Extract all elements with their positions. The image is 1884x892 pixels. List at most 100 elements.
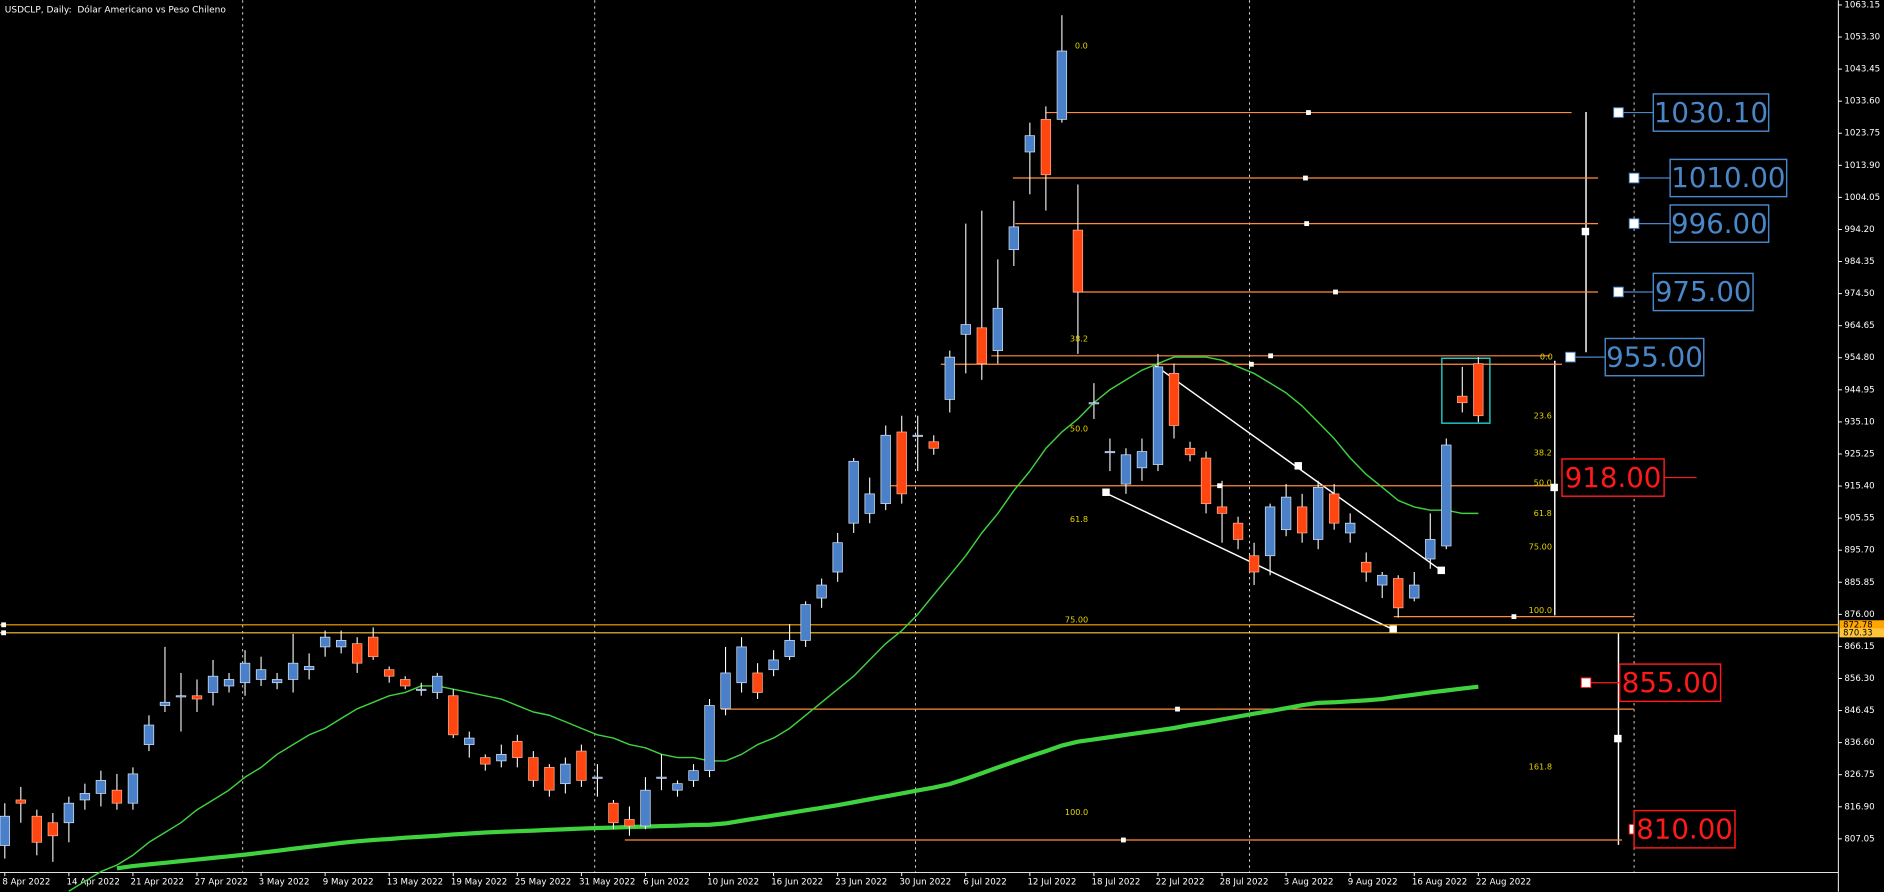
y-tick-label: 984.35	[1844, 257, 1874, 267]
level-box	[1561, 458, 1665, 497]
candle-body	[384, 669, 395, 677]
level-box	[1652, 272, 1754, 312]
level-square	[1565, 351, 1576, 363]
candle-body	[640, 789, 651, 827]
candle-body	[512, 740, 523, 758]
candle-body	[63, 802, 75, 824]
separators	[242, 0, 1635, 873]
level-square	[1628, 218, 1640, 229]
level-box	[1604, 337, 1705, 377]
candle-body	[400, 679, 411, 687]
candle-body	[159, 701, 171, 706]
y-tick-label: 954.80	[1844, 353, 1874, 363]
x-tick-label: 22 Aug 2022	[1476, 878, 1531, 888]
candle-body	[608, 802, 619, 824]
candle-body	[1280, 496, 1292, 531]
y-tick-label: 1053.30	[1844, 33, 1880, 43]
level-box	[1618, 663, 1722, 703]
fib-label: 38.2	[1534, 448, 1552, 458]
candle-body	[287, 662, 299, 680]
candle-body	[912, 434, 923, 437]
anchor-point	[1550, 483, 1558, 492]
candle-body	[1248, 555, 1260, 573]
candle-body	[848, 460, 859, 524]
level-anchor	[1268, 353, 1274, 359]
candle-body	[704, 705, 715, 771]
x-tick-label: 31 May 2022	[579, 878, 635, 888]
price-tag-label: 872.78	[1843, 619, 1872, 629]
candle-body	[1296, 506, 1308, 534]
candle-body	[368, 636, 379, 658]
candle-body	[207, 675, 219, 693]
candle-body	[896, 431, 907, 495]
level-anchor	[1304, 221, 1310, 227]
level-anchor	[1303, 175, 1308, 181]
level-box	[1652, 93, 1770, 132]
x-tick-label: 16 Aug 2022	[1412, 878, 1467, 888]
x-tick-label: 21 Apr 2022	[131, 878, 184, 888]
candle-body	[464, 737, 475, 745]
candle-body	[784, 640, 795, 658]
candle-body	[1120, 454, 1132, 485]
candle-body	[672, 783, 683, 791]
level-square	[1580, 677, 1592, 689]
candle-body	[656, 776, 667, 779]
level-box	[1669, 204, 1770, 243]
candle-body	[319, 636, 331, 648]
y-tick-label: 925.25	[1844, 449, 1874, 459]
price-tag	[1839, 628, 1884, 638]
y-tick-label: 826.75	[1844, 770, 1874, 780]
candle-body	[1312, 486, 1324, 540]
y-tick-label: 866.15	[1844, 642, 1874, 652]
level-label: 955.00	[1606, 340, 1703, 373]
x-tick-label: 27 Apr 2022	[195, 878, 248, 888]
candle-body	[1040, 119, 1052, 176]
anchor-point	[1294, 462, 1302, 470]
level-anchor	[1333, 289, 1338, 295]
anchor-point	[1581, 227, 1590, 236]
candle-body	[1168, 373, 1180, 426]
candle-body	[1104, 451, 1116, 454]
fib-label: 23.6	[1534, 410, 1552, 420]
x-tick-label: 8 Apr 2022	[2, 878, 50, 888]
y-tick-label: 885.85	[1844, 578, 1874, 588]
y-tick-label: 846.45	[1844, 706, 1874, 716]
candle-body	[79, 793, 91, 801]
y-tick-label: 1033.60	[1844, 97, 1880, 107]
candle-body	[592, 776, 603, 779]
fib-label: 75.00	[1529, 541, 1552, 551]
candle-body	[47, 822, 59, 837]
y-tick-label: 876.00	[1844, 610, 1874, 620]
candle-body	[223, 679, 235, 687]
candle-body	[1409, 584, 1420, 599]
highlight-box	[1441, 357, 1491, 424]
x-tick-label: 6 Jul 2022	[963, 878, 1006, 888]
y-tick-label: 935.10	[1844, 417, 1874, 427]
x-tick-label: 9 Aug 2022	[1348, 878, 1398, 888]
y-tick-label: 994.20	[1844, 225, 1874, 235]
level-label: 1010.00	[1671, 161, 1785, 194]
candle-body	[1329, 493, 1340, 524]
candle-body	[1457, 395, 1468, 404]
anchor-point	[1389, 625, 1397, 633]
y-tick-label: 964.65	[1844, 321, 1874, 331]
candle-body	[416, 688, 427, 691]
candle-body	[720, 672, 731, 710]
level-box	[1633, 809, 1736, 849]
y-tick-label: 915.40	[1844, 482, 1874, 492]
fib-label: 100.0	[1065, 807, 1088, 817]
candle-body	[992, 307, 1003, 351]
candle-body	[816, 584, 827, 599]
candle-body	[1056, 50, 1068, 120]
y-tick-label: 1004.05	[1844, 193, 1880, 203]
fib-label: 100.0	[1529, 605, 1552, 615]
level-square	[1613, 286, 1624, 298]
candle-body	[432, 675, 443, 693]
candle-body	[1441, 444, 1452, 547]
level-anchor	[1511, 614, 1517, 620]
x-tick-label: 28 Jul 2022	[1220, 878, 1269, 888]
x-tick-label: 14 Apr 2022	[66, 878, 119, 888]
candle-body	[448, 695, 459, 736]
x-tick-label: 18 Jul 2022	[1092, 878, 1141, 888]
x-tick-label: 16 Jun 2022	[771, 878, 823, 888]
